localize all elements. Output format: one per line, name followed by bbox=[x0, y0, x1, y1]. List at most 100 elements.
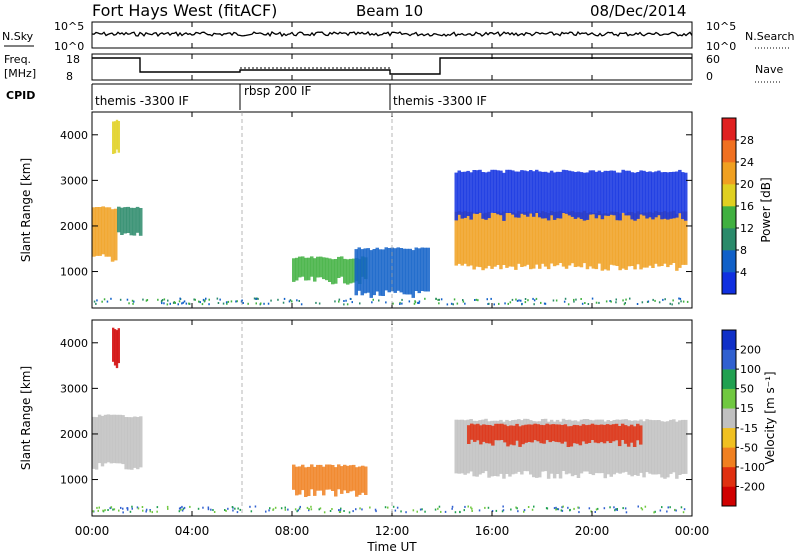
velocity-scatter bbox=[533, 505, 535, 508]
power-scatter bbox=[236, 300, 238, 303]
power-scatter bbox=[177, 303, 179, 306]
power-region bbox=[328, 258, 332, 282]
power-region bbox=[331, 259, 335, 285]
power-scatter bbox=[595, 301, 598, 304]
velocity-region bbox=[334, 467, 338, 497]
power-region bbox=[660, 172, 664, 220]
velocity-region bbox=[127, 417, 131, 470]
power-region bbox=[135, 206, 140, 233]
velocity-region bbox=[103, 414, 108, 464]
velocity-scatter bbox=[310, 505, 312, 508]
power-region bbox=[552, 172, 557, 220]
power-scatter bbox=[527, 299, 529, 302]
power-region bbox=[499, 213, 503, 270]
velocity-region bbox=[307, 466, 311, 496]
power-region bbox=[120, 207, 124, 235]
power-region bbox=[579, 212, 584, 268]
power-scatter bbox=[172, 301, 175, 304]
velocity-scatter bbox=[249, 505, 251, 508]
velocity-region bbox=[545, 423, 549, 441]
power-region bbox=[582, 172, 587, 221]
velocity-region bbox=[331, 465, 335, 491]
power-scatter bbox=[255, 298, 257, 300]
power-scatter bbox=[464, 302, 466, 305]
power-scatter bbox=[438, 298, 440, 301]
velocity-region bbox=[139, 416, 143, 468]
power-scatter bbox=[418, 300, 421, 303]
power-scatter bbox=[625, 298, 627, 301]
velocity-region bbox=[343, 464, 347, 491]
power-region bbox=[678, 212, 682, 268]
power-region bbox=[618, 172, 622, 221]
velocity-scatter bbox=[464, 505, 466, 508]
power-region bbox=[454, 211, 458, 266]
power-scatter bbox=[450, 302, 453, 305]
power-region bbox=[549, 211, 554, 264]
velocity-region bbox=[529, 420, 533, 475]
velocity-scatter bbox=[594, 511, 596, 513]
velocity-scatter bbox=[183, 506, 186, 509]
power-scatter bbox=[414, 301, 417, 304]
velocity-scatter bbox=[92, 510, 95, 513]
velocity-region bbox=[549, 419, 554, 474]
power-y-title: Slant Range [km] bbox=[19, 158, 33, 262]
power-scatter bbox=[110, 297, 112, 300]
velocity-region bbox=[499, 419, 503, 474]
power-region bbox=[639, 170, 643, 215]
power-scatter bbox=[664, 298, 666, 301]
velocity-data bbox=[92, 327, 688, 514]
velocity-region bbox=[584, 425, 589, 444]
power-scatter bbox=[338, 300, 340, 303]
power-region bbox=[546, 172, 551, 221]
velocity-region bbox=[648, 419, 652, 474]
colorbar-swatch bbox=[722, 369, 736, 389]
velocity-scatter bbox=[416, 510, 418, 513]
power-scatter bbox=[564, 297, 567, 300]
velocity-region bbox=[535, 421, 539, 478]
colorbar-swatch bbox=[722, 466, 736, 487]
power-region bbox=[684, 172, 688, 221]
freq-tick-top: 18 bbox=[66, 53, 80, 66]
power-scatter bbox=[678, 302, 680, 305]
velocity-region bbox=[561, 418, 566, 471]
velocity-region bbox=[460, 419, 464, 474]
velocity-scatter bbox=[624, 507, 627, 510]
power-region bbox=[538, 213, 542, 269]
velocity-region bbox=[572, 424, 577, 444]
power-scatter bbox=[216, 297, 219, 300]
power-scatter bbox=[194, 298, 196, 301]
power-scatter bbox=[477, 299, 479, 302]
velocity-scatter bbox=[573, 507, 575, 510]
velocity-scatter bbox=[308, 508, 310, 510]
power-region bbox=[633, 172, 637, 221]
power-region bbox=[95, 207, 99, 256]
power-scatter bbox=[161, 299, 164, 301]
velocity-region bbox=[454, 419, 458, 474]
power-region bbox=[540, 171, 545, 219]
power-scatter bbox=[188, 302, 190, 305]
velocity-region bbox=[511, 420, 515, 475]
velocity-region bbox=[523, 418, 527, 472]
power-region bbox=[493, 169, 497, 213]
power-region bbox=[110, 209, 115, 262]
velocity-region bbox=[603, 421, 607, 479]
power-region bbox=[337, 256, 341, 278]
power-scatter bbox=[247, 302, 249, 305]
x-tick-label: 00:00 bbox=[75, 524, 110, 538]
power-region bbox=[372, 249, 376, 296]
velocity-region bbox=[482, 424, 486, 442]
power-scatter bbox=[424, 297, 426, 300]
power-scatter bbox=[300, 303, 303, 306]
velocity-region bbox=[639, 419, 643, 473]
power-scatter bbox=[486, 298, 488, 301]
velocity-scatter bbox=[478, 509, 481, 512]
power-scatter bbox=[291, 300, 293, 303]
velocity-scatter bbox=[109, 507, 111, 510]
velocity-scatter bbox=[359, 507, 361, 510]
velocity-region bbox=[587, 424, 592, 443]
power-scatter bbox=[438, 302, 440, 305]
power-region bbox=[648, 211, 652, 266]
power-scatter bbox=[679, 297, 682, 300]
velocity-scatter bbox=[603, 507, 606, 510]
velocity-scatter bbox=[667, 506, 669, 509]
